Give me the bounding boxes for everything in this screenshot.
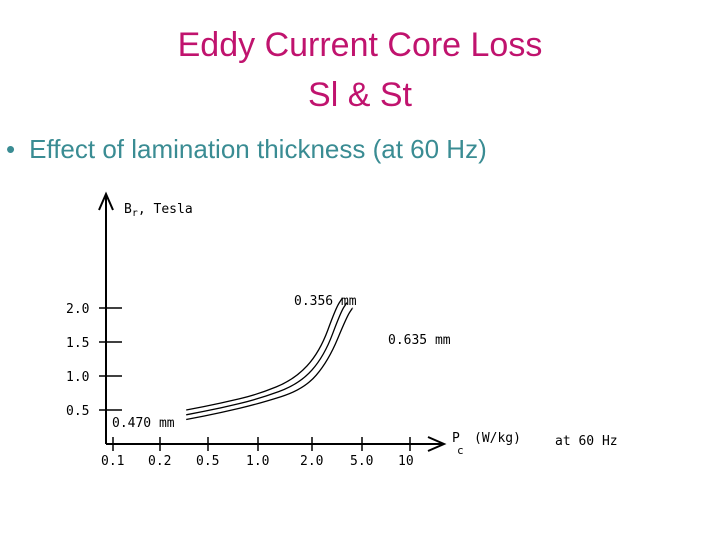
x-axis-label-sub: c [457, 444, 464, 457]
x-tick-label: 0.5 [196, 454, 219, 469]
series-label: 0.470 mm [112, 416, 175, 431]
y-tick-label: 1.5 [66, 336, 89, 351]
series-line [186, 297, 344, 411]
y-axis-label-main: Br, Tesla [124, 202, 193, 219]
series-label: 0.356 mm [294, 294, 357, 309]
series-line [186, 302, 348, 416]
y-axis-arrow [98, 191, 114, 211]
page-subtitle: Sl & St [308, 76, 412, 114]
series-line [186, 307, 354, 421]
y-tick-label: 2.0 [66, 302, 89, 317]
x-tick-label: 1.0 [246, 454, 269, 469]
bullet-icon: • [6, 134, 16, 164]
bullet-item: • Effect of lamination thickness (at 60 H… [6, 134, 487, 165]
x-axis-label-unit: (W/kg) [474, 431, 521, 446]
chart-note: at 60 Hz [555, 434, 618, 449]
x-axis-label-p: P [452, 431, 460, 446]
x-tick-label: 5.0 [350, 454, 373, 469]
x-tick-label: 0.2 [148, 454, 171, 469]
bullet-text: Effect of lamination thickness (at 60 Hz… [29, 134, 487, 164]
y-tick-label: 1.0 [66, 370, 89, 385]
x-tick-label: 0.1 [101, 454, 124, 469]
series-label: 0.635 mm [388, 333, 451, 348]
page-title: Eddy Current Core Loss [177, 26, 543, 64]
x-tick-label: 2.0 [300, 454, 323, 469]
y-tick-label: 0.5 [66, 404, 89, 419]
x-tick-label: 10 [398, 454, 414, 469]
x-axis-arrow [427, 436, 447, 452]
